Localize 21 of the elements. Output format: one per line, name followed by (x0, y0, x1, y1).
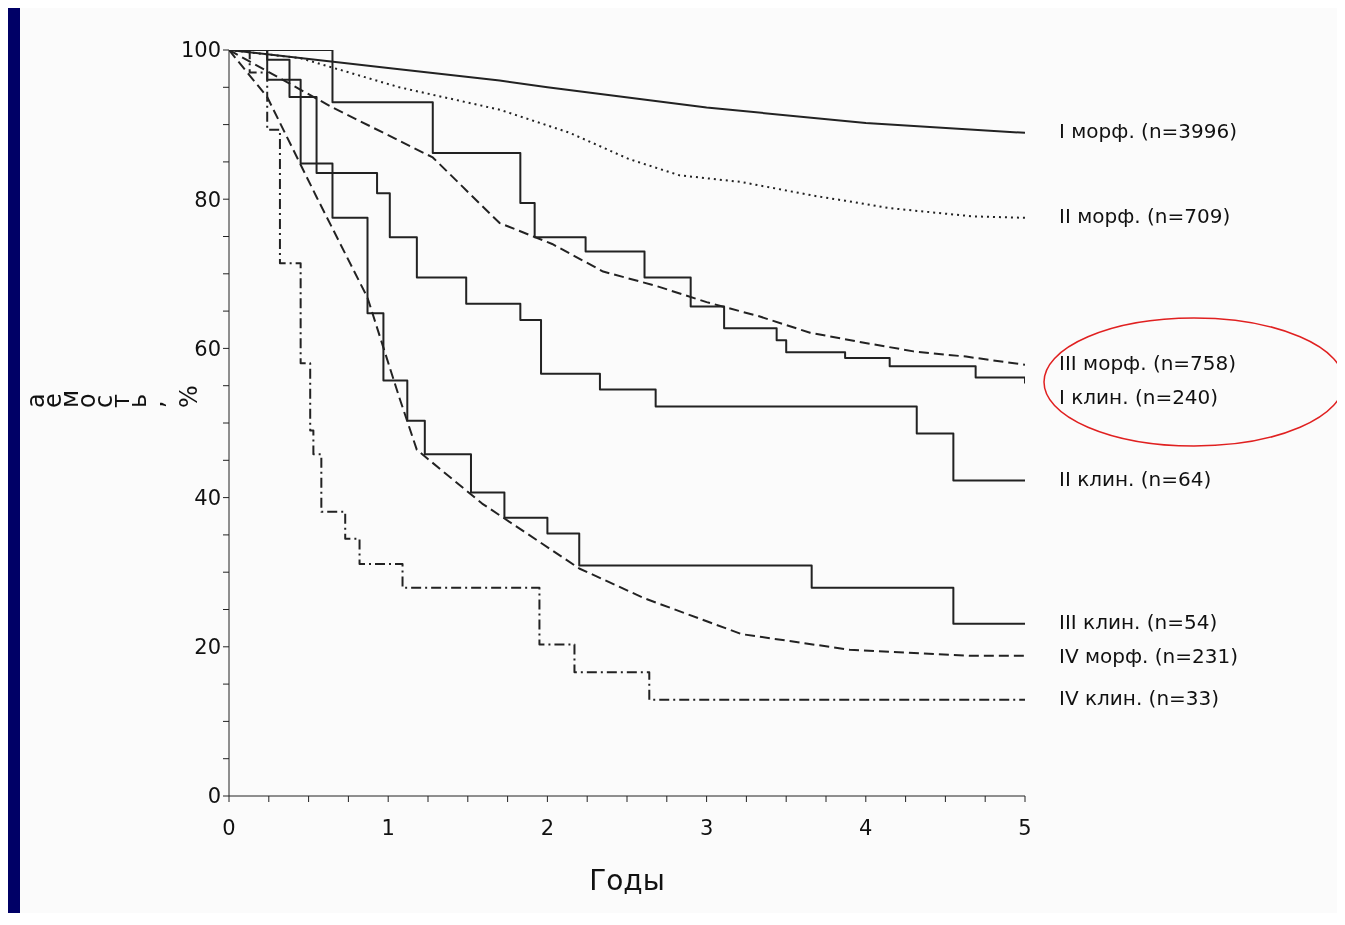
series-label: III клин. (n=54) (1059, 610, 1218, 635)
x-tick-label: 1 (381, 815, 395, 840)
y-tick-label: 0 (207, 784, 221, 809)
y-tick-label: 80 (194, 187, 221, 212)
y-tick-label: 20 (194, 635, 221, 660)
x-tick-label: 5 (1018, 815, 1032, 840)
series-label: II клин. (n=64) (1059, 466, 1212, 491)
series-label: III морф. (n=758) (1059, 351, 1237, 376)
y-tick-label: 60 (194, 336, 221, 361)
x-tick-label: 3 (699, 815, 714, 840)
x-tick-label: 4 (859, 815, 873, 840)
x-axis-title: Годы (589, 864, 665, 897)
text: аемость, % (22, 385, 203, 409)
series-label: IV морф. (n=231) (1059, 644, 1238, 669)
y-tick-label: 40 (194, 486, 221, 511)
series-label: II морф. (n=709) (1059, 204, 1231, 229)
series-label: IV клин. (n=33) (1059, 685, 1220, 710)
y-tick-label: 100 (180, 38, 221, 63)
x-tick-label: 2 (540, 815, 555, 840)
series-label: I клин. (n=240) (1059, 385, 1219, 410)
series-label: I морф. (n=3996) (1059, 119, 1238, 144)
